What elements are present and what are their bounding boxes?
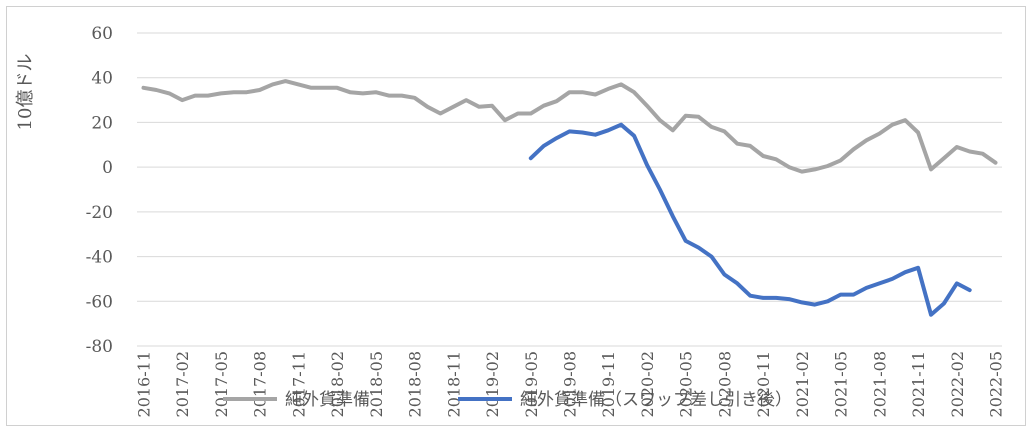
x-tick-label: 2020-11 xyxy=(754,351,773,417)
y-axis-ticks: 60 40 20 0 -20 -40 -60 -80 xyxy=(86,24,113,357)
chart-frame: 60 40 20 0 -20 -40 -60 -80 2016-11 2017-02 2017-0… xyxy=(6,6,1026,426)
series-line-1 xyxy=(141,79,998,174)
series-line-2 xyxy=(528,122,972,317)
legend-label-1: 純外貨準備 xyxy=(285,390,370,410)
legend: 純外貨準備 純外貨準備（スワップ差し引き後） xyxy=(223,390,792,410)
y-tick-label: 20 xyxy=(91,113,113,133)
y-tick-label: 40 xyxy=(91,69,113,89)
y-tick-label: -80 xyxy=(86,337,113,357)
x-tick-label: 2020-02 xyxy=(638,351,657,417)
series-lines xyxy=(141,79,998,317)
x-tick-label: 2019-11 xyxy=(599,351,618,417)
x-tick-label: 2021-02 xyxy=(793,351,812,417)
x-tick-label: 2022-05 xyxy=(987,351,1006,417)
x-tick-label: 2021-05 xyxy=(832,351,851,417)
y-tick-label: 0 xyxy=(102,158,113,178)
y-tick-label: -60 xyxy=(86,292,113,312)
x-tick-label: 2018-05 xyxy=(367,351,386,417)
x-tick-label: 2020-05 xyxy=(677,351,696,417)
x-tick-label: 2017-02 xyxy=(173,351,192,417)
x-tick-label: 2017-08 xyxy=(251,351,270,417)
x-tick-label: 2016-11 xyxy=(134,351,153,417)
x-tick-label: 2018-02 xyxy=(328,351,347,417)
x-tick-label: 2021-11 xyxy=(909,351,928,417)
x-tick-label: 2017-11 xyxy=(289,351,308,417)
y-tick-label: -40 xyxy=(86,248,113,268)
x-tick-label: 2021-08 xyxy=(870,351,889,417)
x-tick-label: 2019-08 xyxy=(561,351,580,417)
x-tick-label: 2017-05 xyxy=(212,351,231,417)
x-tick-label: 2019-02 xyxy=(483,351,502,417)
x-tick-label: 2020-08 xyxy=(715,351,734,417)
x-tick-label: 2022-02 xyxy=(948,351,967,417)
y-tick-label: 60 xyxy=(91,24,113,44)
gridlines xyxy=(137,32,1002,347)
x-tick-label: 2018-11 xyxy=(444,351,463,417)
x-tick-label: 2018-08 xyxy=(406,351,425,417)
x-tick-label: 2019-05 xyxy=(522,351,541,417)
y-axis-label: 10億ドル xyxy=(15,54,36,131)
y-tick-label: -20 xyxy=(86,203,113,223)
legend-label-2: 純外貨準備（スワップ差し引き後） xyxy=(520,390,792,410)
line-chart: 60 40 20 0 -20 -40 -60 -80 2016-11 2017-02 2017-0… xyxy=(15,24,1006,417)
